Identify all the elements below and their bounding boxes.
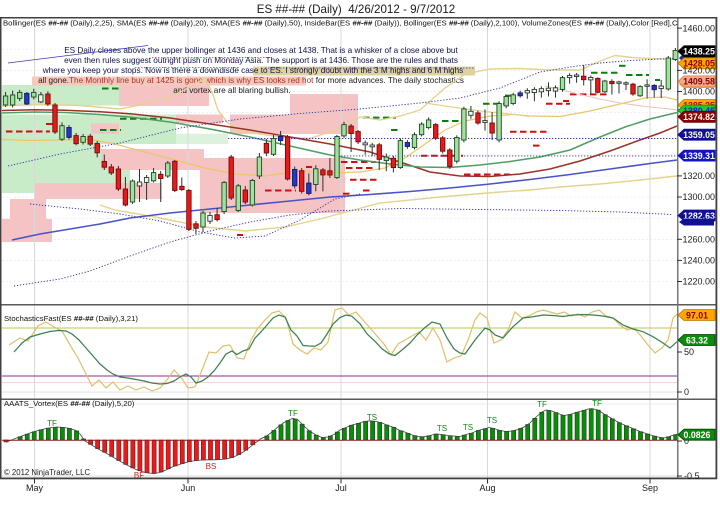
- svg-text:1220.00: 1220.00: [683, 277, 716, 287]
- svg-text:even then rules suggest outrig: even then rules suggest outright push on…: [64, 56, 458, 65]
- svg-text:TS: TS: [463, 423, 473, 432]
- svg-text:BS: BS: [206, 462, 217, 471]
- svg-text:1320.00: 1320.00: [683, 171, 716, 181]
- svg-text:TF: TF: [537, 400, 547, 409]
- svg-text:1359.05: 1359.05: [683, 130, 715, 140]
- svg-text:1420.00: 1420.00: [683, 66, 716, 76]
- svg-text:1374.82: 1374.82: [683, 112, 715, 122]
- svg-text:0: 0: [684, 436, 689, 446]
- svg-text:1428.05: 1428.05: [683, 59, 715, 69]
- svg-text:StochasticsFast(ES ##-## (Dail: StochasticsFast(ES ##-## (Daily),3,21): [4, 314, 138, 323]
- svg-text:BF: BF: [134, 471, 144, 480]
- svg-text:TS: TS: [487, 416, 497, 425]
- svg-text:1240.00: 1240.00: [683, 256, 716, 266]
- svg-text:-0.5: -0.5: [684, 471, 700, 481]
- svg-text:1460.00: 1460.00: [683, 23, 716, 33]
- svg-text:97.01: 97.01: [686, 310, 708, 320]
- svg-text:TS: TS: [367, 413, 377, 422]
- svg-text:TS: TS: [437, 424, 447, 433]
- svg-text:Bollinger(ES ##-## (Daily),2,2: Bollinger(ES ##-## (Daily),2,25), SMA(ES…: [3, 19, 678, 28]
- svg-text:© 2012 NinjaTrader, LLC: © 2012 NinjaTrader, LLC: [4, 468, 90, 477]
- svg-text:where you keep your stops. Now: where you keep your stops. Now is there …: [42, 66, 464, 75]
- svg-text:50: 50: [684, 347, 694, 357]
- svg-text:1260.00: 1260.00: [683, 235, 716, 245]
- svg-text:1300.00: 1300.00: [683, 192, 716, 202]
- svg-text:Jul: Jul: [335, 483, 347, 493]
- svg-text:1400.00: 1400.00: [683, 87, 716, 97]
- svg-text:0: 0: [684, 387, 689, 397]
- svg-text:TF: TF: [47, 419, 57, 428]
- svg-text:TF: TF: [592, 399, 602, 408]
- svg-text:ES Daily closes above the uppe: ES Daily closes above the upper bollinge…: [64, 46, 458, 55]
- svg-text:1282.63: 1282.63: [683, 211, 715, 221]
- svg-text:TF: TF: [288, 409, 298, 418]
- svg-text:63.32: 63.32: [686, 335, 708, 345]
- svg-text:May: May: [26, 483, 44, 493]
- svg-text:1409.58: 1409.58: [683, 77, 715, 87]
- svg-text:ES ##-## (Daily) 4/26/2012 -: ES ##-## (Daily) 4/26/2012 - 9/7/2012: [257, 3, 456, 16]
- svg-text:1438.25: 1438.25: [683, 47, 715, 57]
- svg-text:Jun: Jun: [181, 483, 196, 493]
- svg-text:Aug: Aug: [479, 483, 495, 493]
- svg-text:all gone.The Monthly line buy: all gone.The Monthly line buy at 1425 is…: [38, 76, 464, 85]
- svg-text:0.0826: 0.0826: [684, 430, 711, 440]
- svg-text:AAATS_Vortex(ES ##-## (Daily),: AAATS_Vortex(ES ##-## (Daily),5,20): [4, 399, 135, 408]
- svg-text:1339.31: 1339.31: [683, 151, 715, 161]
- svg-text:Sep: Sep: [642, 483, 658, 493]
- svg-text:and vortex are all blaring bul: and vortex are all blaring bullish.: [173, 86, 290, 95]
